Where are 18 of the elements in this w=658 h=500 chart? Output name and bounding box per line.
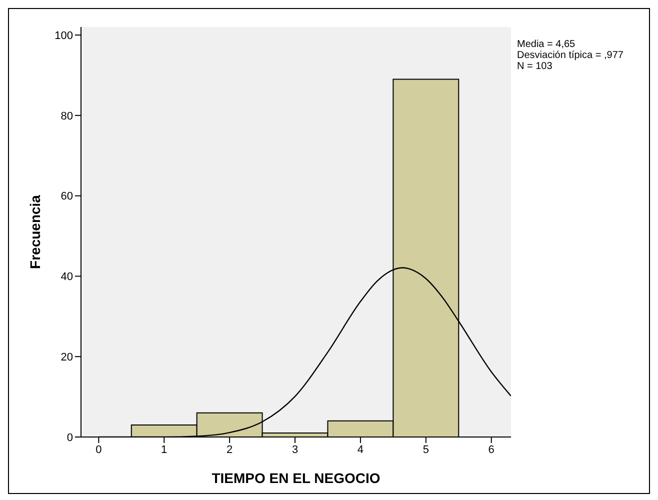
y-axis-title: Frecuencia xyxy=(26,194,43,269)
y-tick-label: 20 xyxy=(60,352,73,364)
y-tick-label: 0 xyxy=(66,432,73,444)
x-tick-label: 6 xyxy=(488,444,494,456)
x-tick-label: 3 xyxy=(292,444,298,456)
x-tick-label: 2 xyxy=(226,444,233,456)
y-tick-label: 40 xyxy=(60,271,73,284)
text: Media = 4,65 xyxy=(517,39,576,50)
text: N = 103 xyxy=(517,61,554,72)
y-tick-label: 100 xyxy=(54,30,73,42)
x-tick-label: 5 xyxy=(422,444,429,456)
text: Desviación típica = ,977 xyxy=(517,50,624,61)
y-tick-label: 80 xyxy=(60,110,73,122)
x-tick-label: 4 xyxy=(357,444,364,456)
x-tick-label: 1 xyxy=(161,444,168,456)
x-axis-title: TIEMPO EN EL NEGOCIO xyxy=(212,470,380,486)
y-tick-label: 60 xyxy=(60,190,73,203)
x-tick-label: 0 xyxy=(96,444,102,456)
